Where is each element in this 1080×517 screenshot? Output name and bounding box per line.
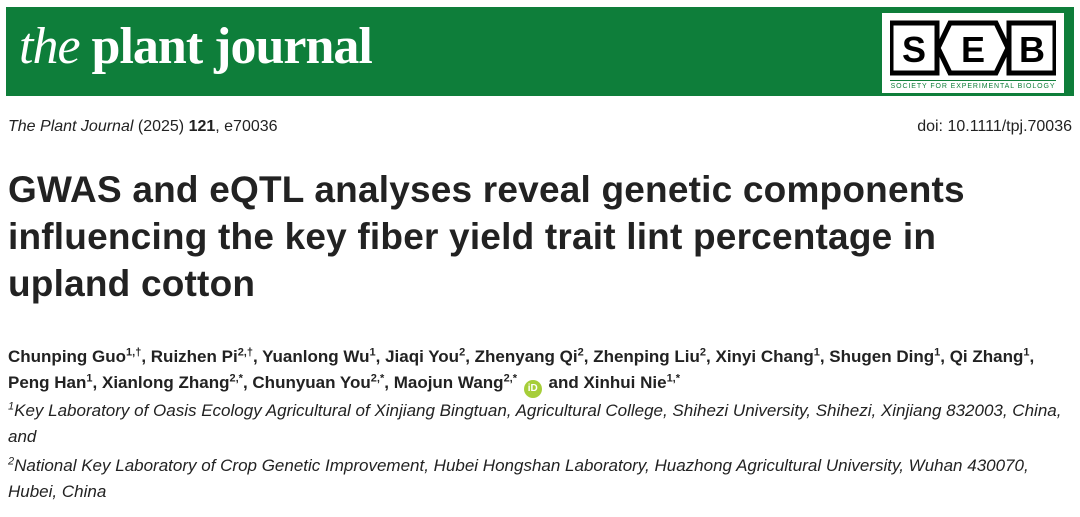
seb-divider [890, 80, 1056, 81]
author-name[interactable]: Zhenping Liu [593, 347, 700, 366]
affiliation-number: 2 [8, 455, 15, 468]
author-name[interactable]: Xianlong Zhang [101, 373, 230, 392]
orcid-icon[interactable]: iD [523, 380, 542, 398]
doi-link[interactable]: doi: 10.1111/tpj.70036 [917, 118, 1072, 135]
author-affiliation-mark: 2,* [229, 372, 243, 385]
seb-letter-s: S [902, 29, 926, 70]
author-name[interactable]: Yuanlong Wu [262, 347, 370, 366]
author-name[interactable]: Qi Zhang [949, 347, 1024, 366]
author-list: Chunping Guo1,†, Ruizhen Pi2,†, Yuanlong… [8, 344, 1074, 398]
citation-article: , e70036 [215, 118, 278, 135]
seb-subtitle: SOCIETY FOR EXPERIMENTAL BIOLOGY [890, 83, 1056, 90]
seb-logo[interactable]: S E B SOCIETY FOR EXPERIMENTAL BIOLOGY [882, 13, 1064, 93]
author-affiliation-mark: 2,† [237, 346, 253, 359]
affiliation-text: National Key Laboratory of Crop Genetic … [8, 456, 1029, 501]
author-affiliation-mark: 2 [459, 346, 466, 359]
citation-row: The Plant Journal (2025) 121, e70036 doi… [8, 116, 1072, 138]
author-name[interactable]: Shugen Ding [829, 347, 935, 366]
citation: The Plant Journal (2025) 121, e70036 [8, 116, 278, 138]
journal-name-rest: plant journal [91, 18, 373, 75]
author-affiliation-mark: 1 [86, 372, 93, 385]
author-name[interactable]: Peng Han [8, 373, 87, 392]
author-affiliation-mark: 1,* [666, 372, 681, 385]
journal-name[interactable]: the plant journal [19, 17, 373, 77]
seb-letter-b: B [1019, 29, 1045, 70]
author-affiliation-mark: 2,* [503, 372, 518, 385]
seb-logo-icon: S E B [890, 20, 1056, 76]
author-name[interactable]: and Xinhui Nie [548, 373, 667, 392]
affiliation-text: Key Laboratory of Oasis Ecology Agricult… [8, 401, 1062, 446]
affiliation-number: 1 [8, 400, 15, 413]
journal-banner: the plant journal S E B SOCIETY FOR EXPE… [6, 7, 1074, 96]
author-name[interactable]: Chunping Guo [8, 347, 127, 366]
article-title: GWAS and eQTL analyses reveal genetic co… [8, 169, 965, 304]
author-affiliation-mark: 1 [1023, 346, 1030, 359]
seb-letter-e: E [961, 29, 985, 70]
journal-name-the: the [19, 18, 81, 75]
author-affiliation-mark: 2 [699, 346, 707, 359]
author-name[interactable]: Xinyi Chang [715, 347, 814, 366]
affiliation-list: 1Key Laboratory of Oasis Ecology Agricul… [8, 398, 1074, 508]
affiliation: 2National Key Laboratory of Crop Genetic… [8, 453, 1074, 505]
citation-year: (2025) [137, 118, 185, 135]
author-affiliation-mark: 1,† [126, 346, 142, 359]
author-name[interactable]: Ruizhen Pi [150, 347, 238, 366]
author-affiliation-mark: 2 [577, 346, 584, 359]
author-affiliation-mark: 2,* [370, 372, 385, 385]
author-affiliation-mark: 1 [934, 346, 941, 359]
author-name[interactable]: Jiaqi You [385, 347, 460, 366]
author-name[interactable]: Zhenyang Qi [474, 347, 578, 366]
citation-journal: The Plant Journal [8, 118, 134, 135]
author-affiliation-mark: 1 [813, 346, 820, 359]
affiliation: 1Key Laboratory of Oasis Ecology Agricul… [8, 398, 1074, 450]
author-affiliation-mark: 1 [369, 346, 376, 359]
citation-volume: 121 [188, 118, 216, 135]
author-name[interactable]: Chunyuan You [252, 373, 371, 392]
author-name[interactable]: Maojun Wang [393, 373, 504, 392]
